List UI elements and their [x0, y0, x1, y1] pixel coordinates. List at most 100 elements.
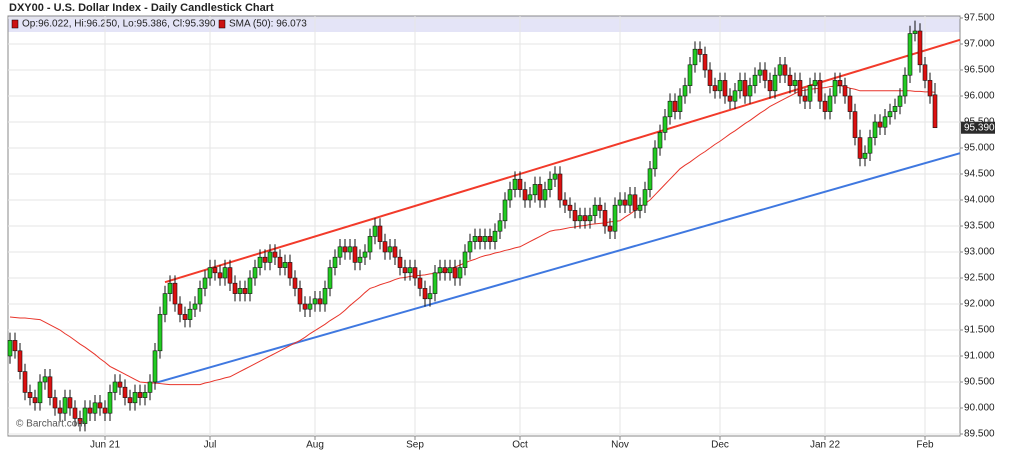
candle [597, 197, 603, 219]
candle [642, 181, 648, 213]
candle-body [507, 189, 513, 201]
candle [907, 25, 913, 83]
candle [277, 249, 283, 276]
candle-body [527, 194, 533, 201]
candle [702, 46, 708, 78]
y-tick-label: 93.500 [964, 221, 995, 232]
candle-body [7, 340, 13, 357]
candle-body [662, 116, 668, 133]
candle-body [667, 100, 673, 118]
candle [617, 192, 623, 213]
candle-body [567, 204, 573, 211]
candle [747, 77, 753, 104]
candle-body [237, 288, 243, 294]
candle-body [712, 85, 718, 92]
candle [117, 374, 123, 395]
candle-body [127, 397, 133, 404]
candle-body [212, 267, 218, 274]
candle [902, 67, 908, 104]
x-tick-label: Jan 22 [810, 440, 840, 451]
candle [522, 181, 528, 208]
candle-body [722, 80, 728, 97]
candle-body [387, 246, 393, 253]
candle-body [57, 407, 63, 414]
candle [537, 176, 543, 208]
y-tick-label: 90.000 [964, 403, 995, 414]
candle-body [772, 74, 778, 92]
candle [377, 218, 383, 250]
candle-body [907, 33, 913, 76]
candle [67, 389, 73, 416]
candle-body [787, 74, 793, 86]
candle-body [177, 303, 183, 315]
candle [502, 192, 508, 229]
candle [52, 389, 58, 416]
candle-body [62, 397, 68, 414]
candle [837, 72, 843, 94]
candle-body [107, 392, 113, 414]
candle-body [532, 184, 538, 196]
candle [62, 389, 68, 421]
x-tick-label: Nov [611, 440, 629, 451]
candle-body [832, 80, 838, 97]
y-tick-label: 96.000 [964, 91, 995, 102]
candle [672, 93, 678, 120]
last-price-label: 95.390 [964, 122, 995, 133]
candle [752, 67, 758, 94]
candle-body [382, 241, 388, 253]
candle [392, 239, 398, 265]
candle-body [422, 288, 428, 300]
candle-body [542, 189, 548, 201]
candle-body [572, 210, 578, 222]
candle [492, 223, 498, 250]
candle-body [67, 397, 73, 409]
candle [542, 181, 548, 208]
candle-body [577, 215, 583, 222]
candle [322, 280, 328, 312]
y-tick-label: 95.000 [964, 143, 995, 154]
candle [197, 280, 203, 312]
candle [887, 103, 893, 125]
candle [152, 343, 158, 390]
y-tick-label: 96.500 [964, 65, 995, 76]
candle [367, 228, 373, 260]
candle-body [627, 194, 633, 206]
candle [302, 296, 308, 317]
candle [447, 259, 453, 281]
candle-body [312, 298, 318, 305]
candle [327, 259, 333, 297]
candle [832, 72, 838, 104]
candle [262, 249, 268, 271]
x-tick-label: Jun 21 [90, 440, 120, 451]
candle [682, 77, 688, 104]
candle-body [607, 225, 613, 232]
candle [757, 62, 763, 83]
candle [47, 369, 53, 406]
candle-body [592, 204, 598, 216]
candle [552, 166, 558, 187]
candle-body [272, 251, 278, 258]
candle [427, 285, 433, 307]
candle [927, 72, 933, 104]
candle [7, 332, 13, 364]
candle-body [307, 303, 313, 310]
candle-body [842, 85, 848, 97]
candle [412, 259, 418, 286]
candle-body [262, 256, 268, 263]
x-tick-label: Dec [711, 440, 729, 451]
candle-body [647, 168, 653, 190]
candle [92, 395, 98, 421]
candle [677, 88, 683, 120]
candle-body [482, 236, 488, 242]
y-tick-label: 94.000 [964, 195, 995, 206]
candle-body [92, 402, 98, 414]
candle [862, 145, 868, 167]
candle [27, 384, 33, 406]
candle [802, 88, 808, 109]
candle [132, 384, 138, 411]
candle [337, 239, 343, 265]
candle-body [522, 189, 528, 201]
candle-body [882, 116, 888, 128]
plot-layer [7, 16, 961, 436]
